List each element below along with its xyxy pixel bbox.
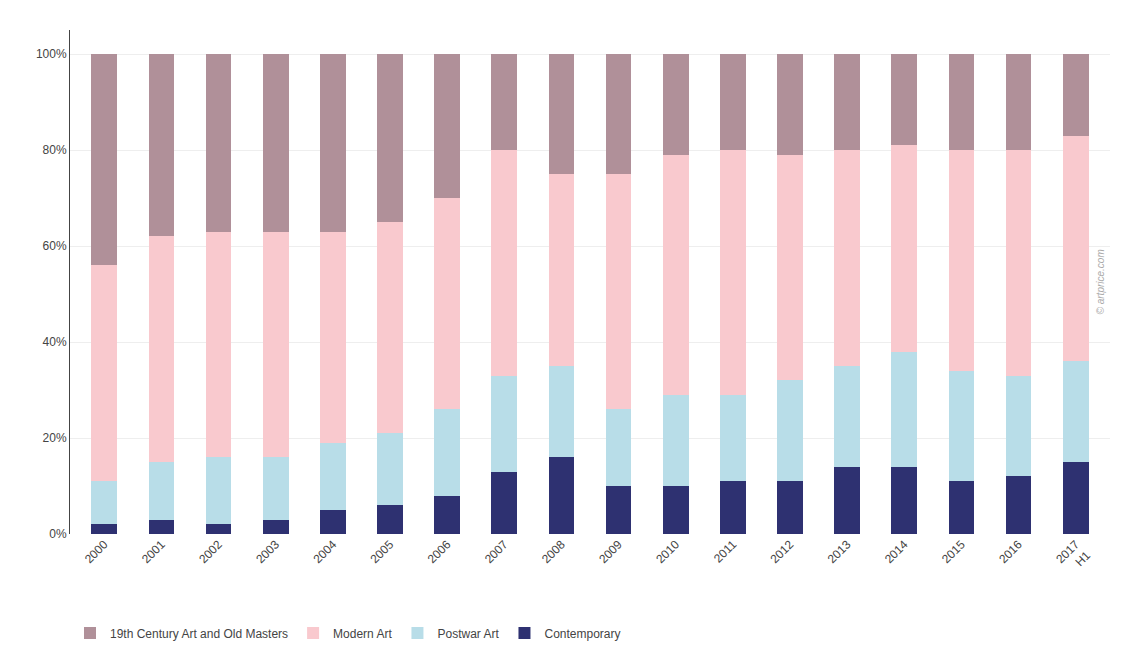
- svg-text:60%: 60%: [43, 239, 67, 253]
- svg-text:2000: 2000: [82, 537, 111, 566]
- svg-text:2002: 2002: [196, 537, 225, 566]
- svg-text:2017H1: 2017H1: [1053, 537, 1093, 577]
- svg-text:19th Century Art and Old Maste: 19th Century Art and Old Masters: [110, 627, 288, 641]
- svg-text:2005: 2005: [368, 537, 397, 566]
- svg-text:2013: 2013: [825, 537, 854, 566]
- svg-text:2001: 2001: [139, 537, 168, 566]
- svg-text:80%: 80%: [43, 143, 67, 157]
- svg-text:2010: 2010: [653, 537, 682, 566]
- svg-text:2015: 2015: [939, 537, 968, 566]
- svg-text:2008: 2008: [539, 537, 568, 566]
- svg-text:40%: 40%: [43, 335, 67, 349]
- svg-text:2006: 2006: [425, 537, 454, 566]
- svg-text:2007: 2007: [482, 537, 511, 566]
- svg-text:2012: 2012: [768, 537, 797, 566]
- svg-text:0%: 0%: [49, 527, 67, 541]
- svg-text:2009: 2009: [596, 537, 625, 566]
- svg-text:2003: 2003: [253, 537, 282, 566]
- svg-text:20%: 20%: [43, 431, 67, 445]
- svg-text:2004: 2004: [310, 537, 339, 566]
- svg-text:© artprice.com: © artprice.com: [1095, 249, 1106, 314]
- svg-text:100%: 100%: [36, 47, 67, 61]
- svg-text:Postwar Art: Postwar Art: [437, 627, 499, 641]
- svg-text:Contemporary: Contemporary: [544, 627, 620, 641]
- svg-text:2011: 2011: [711, 537, 739, 565]
- svg-text:2014: 2014: [882, 537, 911, 566]
- svg-text:2016: 2016: [996, 537, 1025, 566]
- svg-text:Modern Art: Modern Art: [333, 627, 392, 641]
